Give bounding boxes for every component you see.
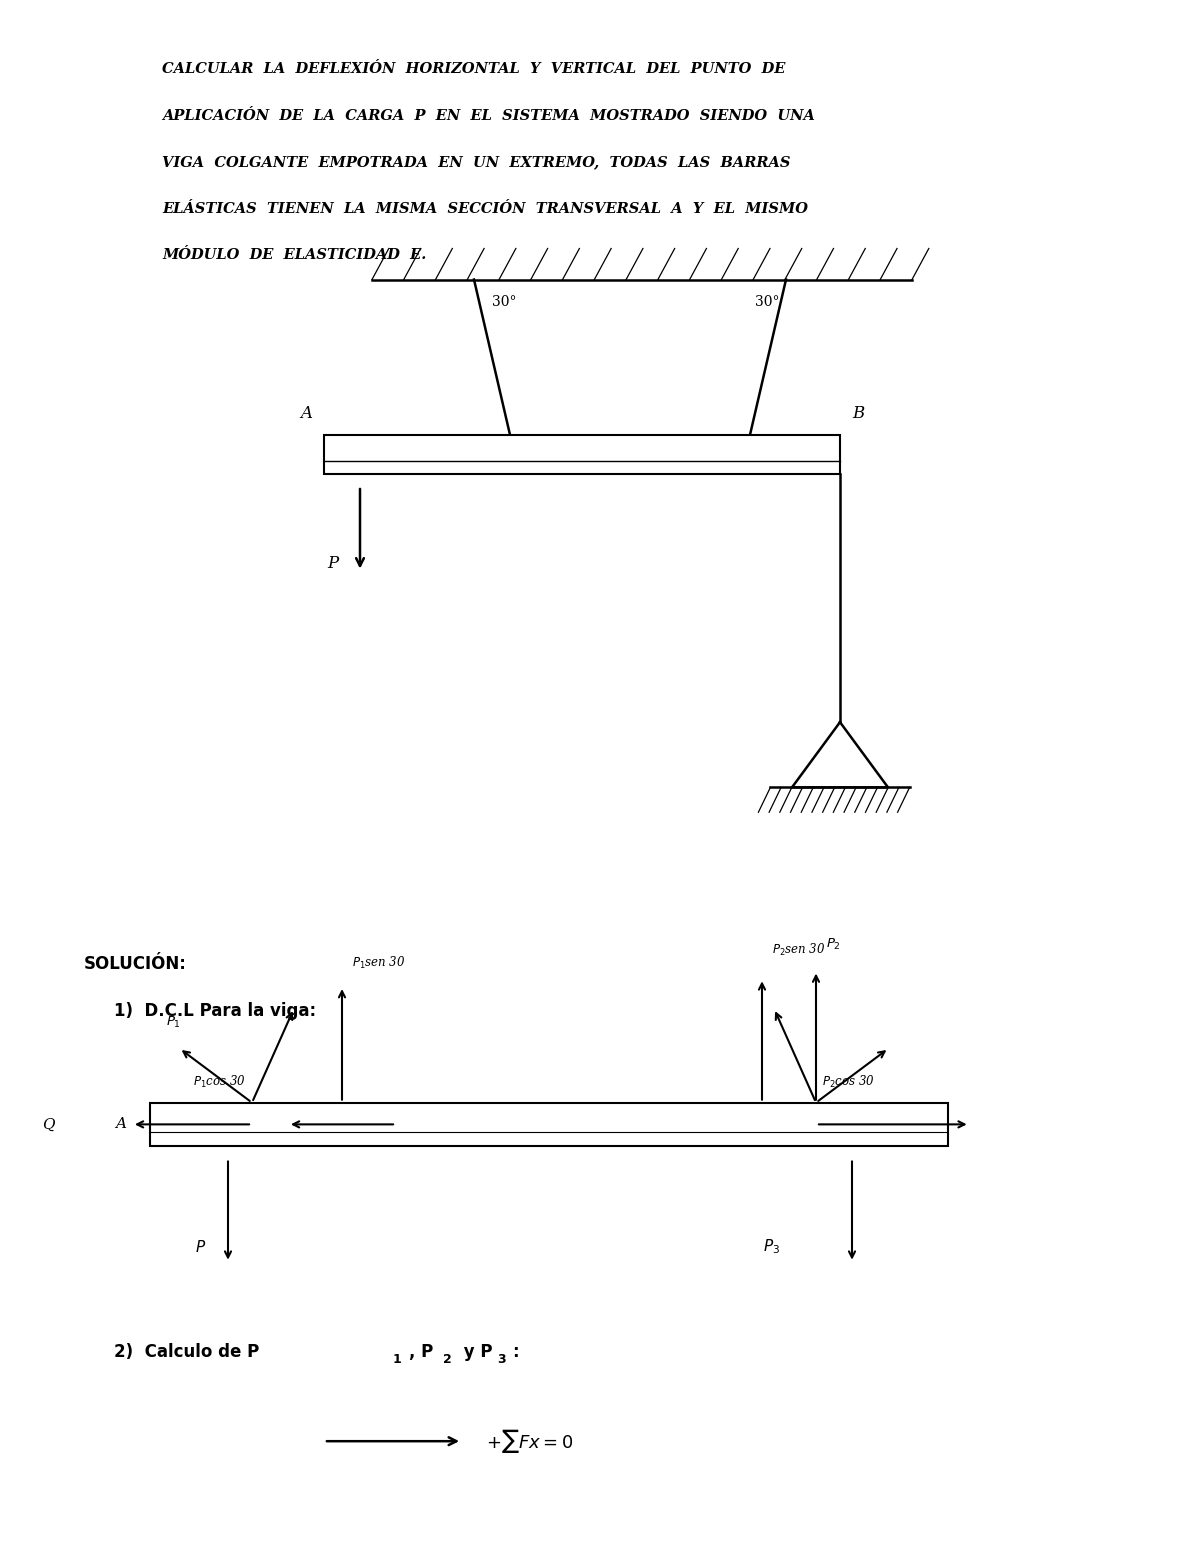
Text: $+\sum Fx=0$: $+\sum Fx=0$	[486, 1427, 574, 1455]
Text: $P_2$sen 30: $P_2$sen 30	[772, 943, 826, 958]
Text: $P_1$sen 30: $P_1$sen 30	[352, 955, 406, 971]
Text: A: A	[115, 1117, 126, 1132]
Text: ELÁSTICAS  TIENEN  LA  MISMA  SECCIÓN  TRANSVERSAL  A  Y  EL  MISMO: ELÁSTICAS TIENEN LA MISMA SECCIÓN TRANSV…	[162, 202, 808, 216]
Text: CALCULAR  LA  DEFLEXIÓN  HORIZONTAL  Y  VERTICAL  DEL  PUNTO  DE: CALCULAR LA DEFLEXIÓN HORIZONTAL Y VERTI…	[162, 62, 785, 76]
Text: y P: y P	[458, 1343, 493, 1362]
Text: P: P	[328, 556, 338, 572]
Text: 30°: 30°	[492, 295, 516, 309]
Text: , P: , P	[409, 1343, 433, 1362]
Text: :: :	[512, 1343, 520, 1362]
Text: $P_1$cos 30: $P_1$cos 30	[193, 1075, 246, 1090]
Text: MÓDULO  DE  ELASTICIDAD  E.: MÓDULO DE ELASTICIDAD E.	[162, 248, 426, 262]
Text: $P_1$: $P_1$	[166, 1014, 181, 1030]
Text: $P_2$cos 30: $P_2$cos 30	[822, 1075, 875, 1090]
Text: 2)  Calculo de P: 2) Calculo de P	[114, 1343, 259, 1362]
Text: 1)  D.C.L Para la viga:: 1) D.C.L Para la viga:	[114, 1002, 316, 1020]
Text: 2: 2	[443, 1353, 451, 1365]
Text: 30°: 30°	[756, 295, 780, 309]
Text: 3: 3	[497, 1353, 505, 1365]
Text: B: B	[852, 405, 864, 422]
Text: $P$: $P$	[196, 1239, 206, 1255]
Text: $P_3$: $P_3$	[763, 1238, 780, 1256]
Text: Q: Q	[42, 1117, 54, 1132]
Text: A: A	[300, 405, 312, 422]
Text: 1: 1	[392, 1353, 401, 1365]
FancyBboxPatch shape	[150, 1103, 948, 1146]
Text: SOLUCIÓN:: SOLUCIÓN:	[84, 955, 187, 974]
Text: $P_2$: $P_2$	[826, 936, 840, 952]
FancyBboxPatch shape	[324, 435, 840, 474]
Text: APLICACIÓN  DE  LA  CARGA  P  EN  EL  SISTEMA  MOSTRADO  SIENDO  UNA: APLICACIÓN DE LA CARGA P EN EL SISTEMA M…	[162, 109, 815, 123]
Text: VIGA  COLGANTE  EMPOTRADA  EN  UN  EXTREMO,  TODAS  LAS  BARRAS: VIGA COLGANTE EMPOTRADA EN UN EXTREMO, T…	[162, 155, 791, 169]
